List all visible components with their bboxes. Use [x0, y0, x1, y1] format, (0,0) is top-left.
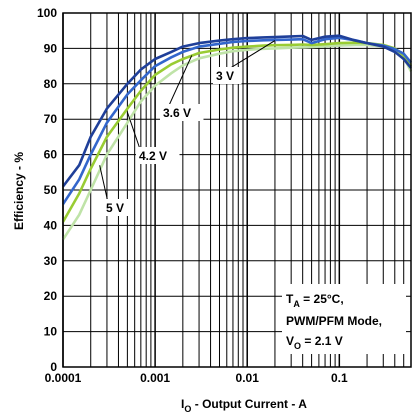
- curve-label-leader: [165, 55, 193, 113]
- curve-label-bg: [213, 67, 242, 84]
- y-axis-label: Efficiency - %: [12, 152, 26, 230]
- x-tick-label: 0.0001: [45, 371, 82, 385]
- x-axis-label-rest: - Output Current - A: [191, 397, 307, 411]
- curve-label-bg: [136, 147, 180, 164]
- curve-label-bg: [103, 199, 132, 216]
- series-line: [61, 34, 413, 188]
- y-tick-label: 30: [44, 254, 58, 268]
- y-tick-label: 100: [37, 6, 57, 20]
- y-tick-label: 50: [44, 183, 58, 197]
- conditions-annotation: TA = 25°C, PWM/PFM Mode, VO = 2.1 V: [282, 284, 406, 354]
- curve-label-bg: [160, 104, 204, 121]
- y-tick-label: 80: [44, 77, 58, 91]
- y-tick-label: 60: [44, 148, 58, 162]
- y-tick-label: 40: [44, 218, 58, 232]
- conditions-line-1: TA = 25°C,: [286, 292, 344, 309]
- x-axis-label-sub: O: [184, 404, 191, 414]
- curve-labels: 3 V 3.6 V 4.2 V 5 V: [103, 67, 242, 216]
- curve-label: 4.2 V: [139, 149, 167, 163]
- x-tick-label: 0.1: [331, 371, 348, 385]
- conditions-line-2: PWM/PFM Mode,: [286, 314, 382, 328]
- y-tick-label: 90: [44, 41, 58, 55]
- x-tick-label: 0.01: [236, 371, 260, 385]
- x-tick-label: 0.001: [140, 371, 170, 385]
- conditions-line-3: VO = 2.1 V: [286, 334, 343, 351]
- conditions-box: [282, 284, 406, 354]
- curve-label: 5 V: [106, 201, 124, 215]
- y-tick-label: 10: [44, 325, 58, 339]
- y-tick-labels: 0 10 20 30 40 50 60 70 80 90 100: [37, 6, 57, 374]
- y-tick-label: 20: [44, 289, 58, 303]
- x-tick-labels: 0.0001 0.001 0.01 0.1: [45, 371, 348, 385]
- plot-frame: [62, 12, 412, 368]
- x-axis-label: IO - Output Current - A: [181, 397, 307, 414]
- y-tick-label: 70: [44, 112, 58, 126]
- curve-label: 3.6 V: [163, 106, 191, 120]
- curve-label: 3 V: [216, 69, 234, 83]
- y-tick-label: 0: [50, 360, 57, 374]
- x-axis-label-main: I: [181, 397, 184, 411]
